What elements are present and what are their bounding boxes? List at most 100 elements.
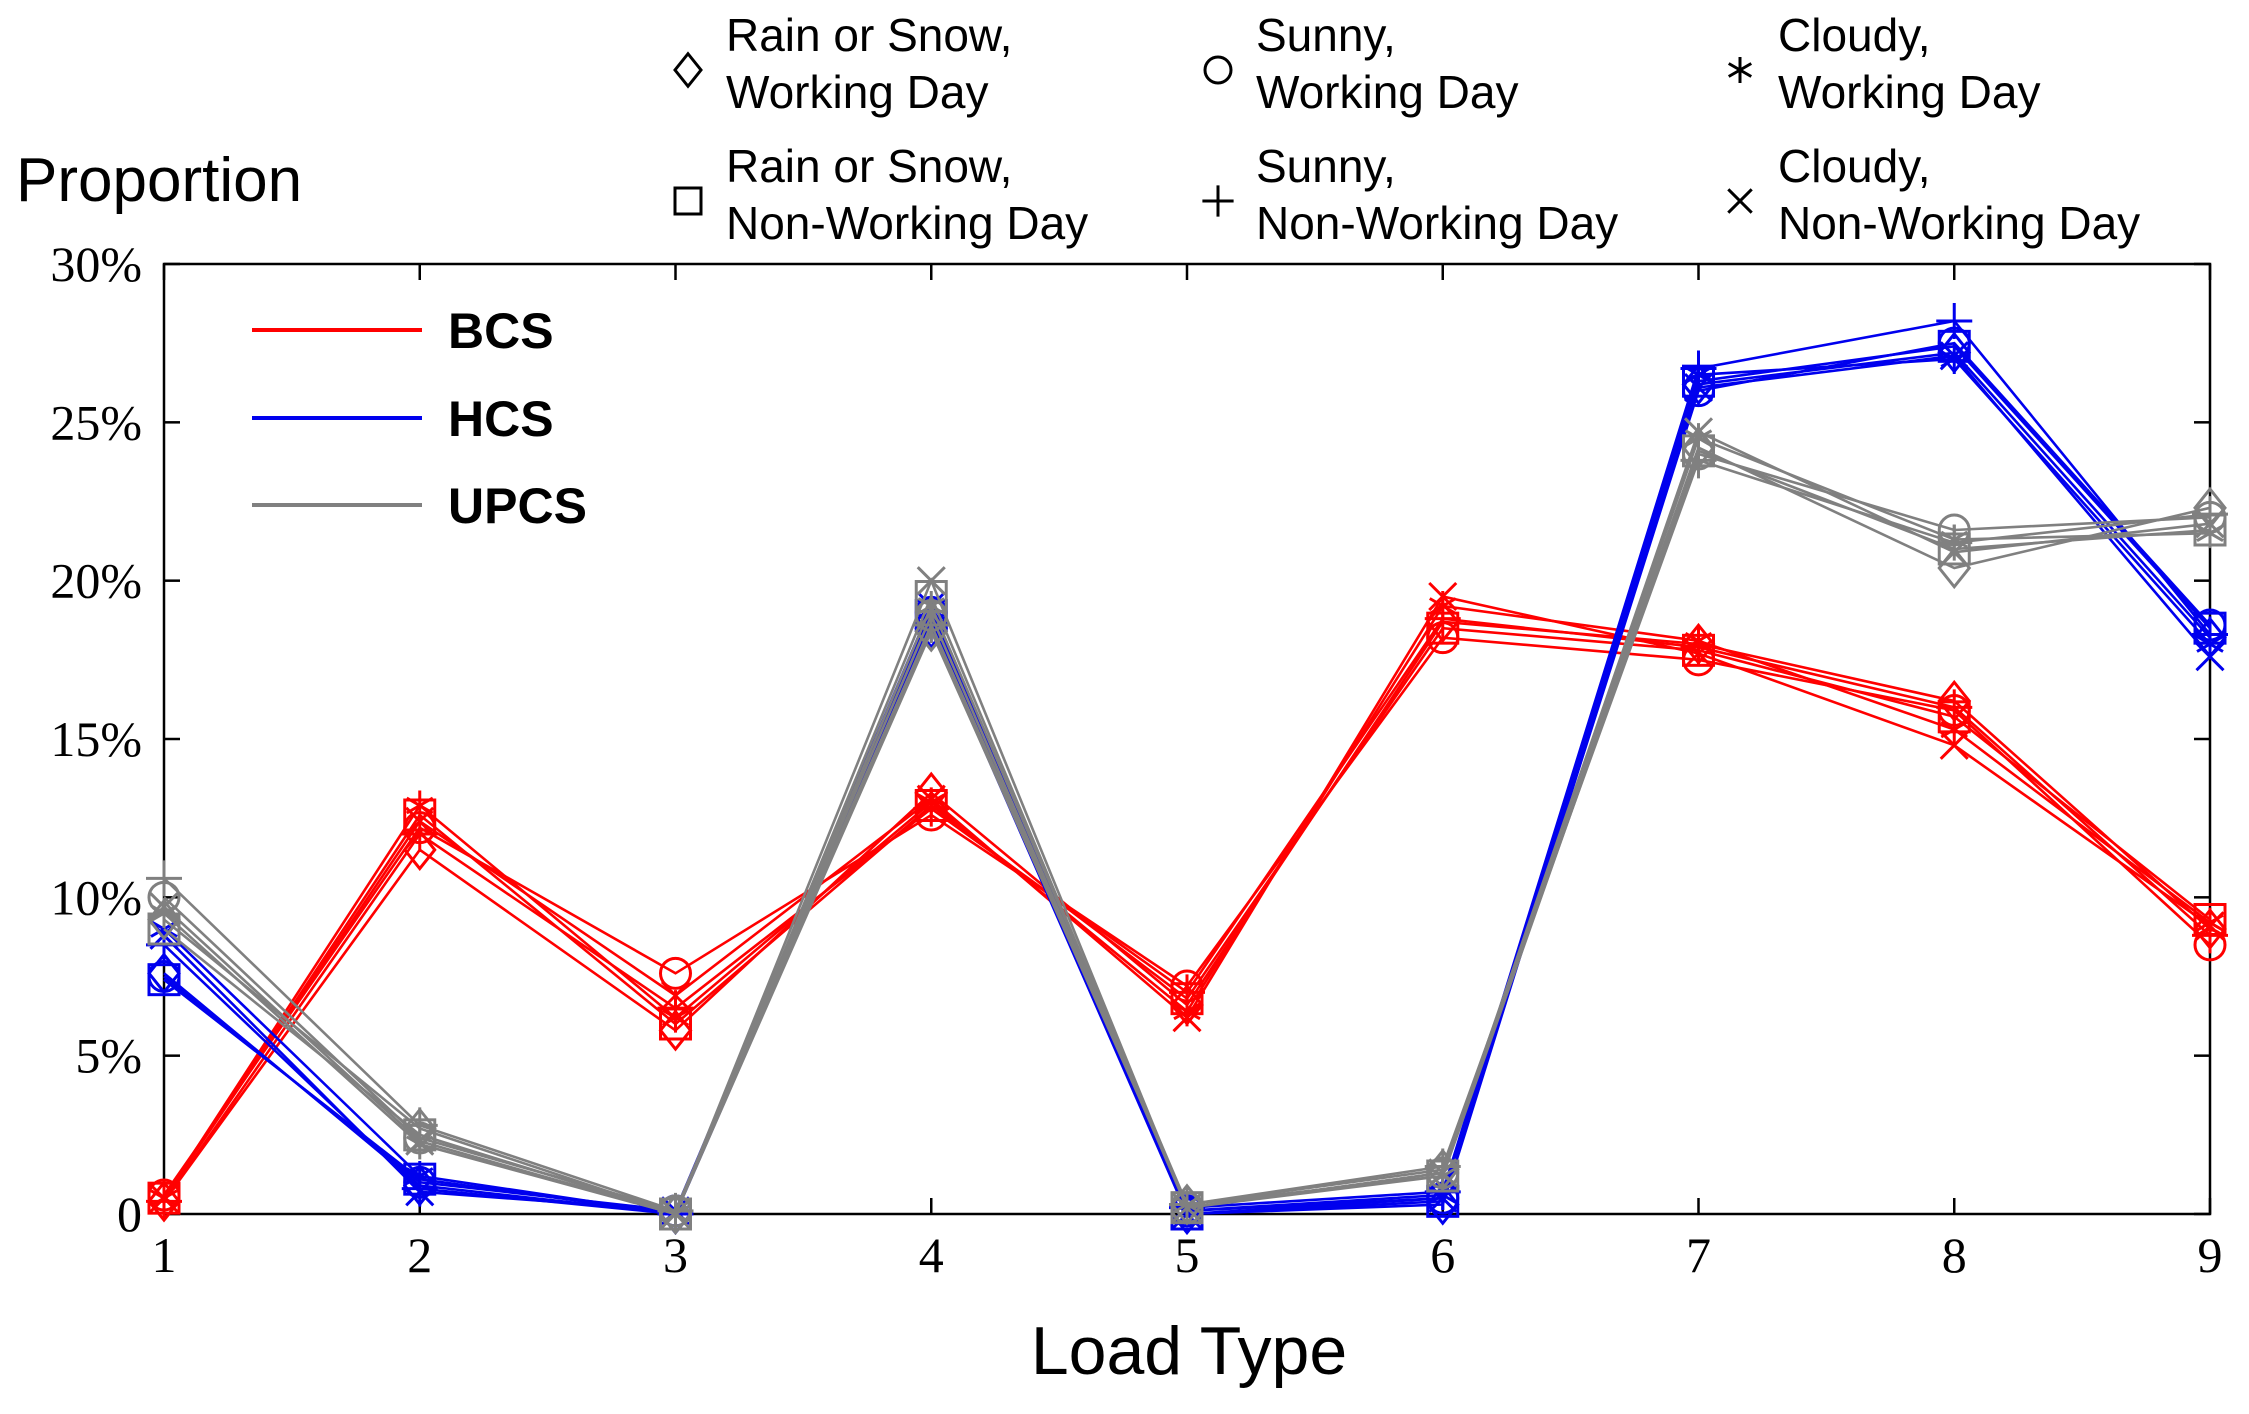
y-tick-label: 10% (50, 869, 142, 925)
data-point-x (405, 1177, 435, 1207)
y-tick-label: 0 (117, 1186, 142, 1242)
legend-label-line1: Cloudy, (1778, 9, 1931, 61)
x-tick-label: 3 (663, 1227, 688, 1283)
legend-series-hcs: HCS (252, 391, 554, 447)
titles-layer: Proportion Load Type (16, 146, 1347, 1389)
series-line (162, 626, 2211, 1199)
data-point-diamond (147, 1180, 181, 1223)
data-point-square (147, 912, 181, 946)
series-hcs-cw (150, 344, 2224, 1229)
data-point-plus (1680, 350, 1717, 387)
data-point-x (660, 980, 691, 1011)
legend-item-cw: Cloudy,Working Day (1727, 9, 2040, 118)
series-line (163, 319, 2212, 1216)
data-point-x (1683, 372, 1714, 403)
series-upcs-sw (147, 437, 2227, 1228)
series-hcs-cn (149, 341, 2225, 1229)
series-upcs-sn (146, 442, 2228, 1229)
y-tick-label: 25% (50, 394, 142, 450)
legend-label-line2: Non-Working Day (726, 197, 1088, 249)
x-axis-label: Load Type (1031, 1313, 1347, 1389)
data-point-plus (1424, 1148, 1461, 1185)
legend-label-line2: Non-Working Day (1256, 197, 1618, 249)
data-point-x (1939, 537, 1969, 567)
data-point-x (916, 566, 946, 596)
data-point-plus (401, 1107, 438, 1144)
data-point-plus (146, 1183, 182, 1220)
legend-label-line1: Cloudy, (1778, 140, 1931, 192)
data-point-diamond (1425, 600, 1460, 643)
series-bcs-rsw (147, 600, 2227, 1223)
series-line (163, 341, 2211, 1213)
data-point-x (1939, 730, 1969, 760)
legend-label-line2: Working Day (726, 66, 988, 118)
series-line (163, 458, 2211, 1213)
marker-plus (1202, 185, 1234, 217)
data-point-plus (146, 860, 182, 897)
data-point-x (2195, 642, 2225, 672)
series-line (162, 620, 2211, 1203)
series-hcs-rsn (147, 329, 2227, 1231)
series-line (162, 595, 2211, 1199)
x-tick-label: 5 (1175, 1227, 1200, 1283)
marker-circle (1203, 55, 1233, 85)
x-tick-label: 8 (1942, 1227, 1967, 1283)
marker-x (1727, 188, 1753, 214)
data-point-plus (2192, 496, 2228, 533)
series-line (162, 636, 2211, 1196)
data-point-plus (1680, 629, 1717, 666)
data-point-x (1428, 581, 1458, 612)
legend-series-label: UPCS (448, 478, 587, 534)
series-line (163, 452, 2211, 1213)
legend-label-line1: Sunny, (1256, 9, 1396, 61)
x-tick-label: 2 (407, 1227, 432, 1283)
series-hcs-sw (147, 326, 2227, 1228)
marker-diamond (673, 51, 703, 89)
marker-asterisk (1727, 57, 1753, 83)
series-layer (146, 303, 2228, 1236)
series-line (163, 449, 2211, 1216)
series-line (163, 436, 2211, 1216)
legend-series-upcs: UPCS (252, 478, 587, 534)
y-tick-label: 20% (50, 553, 142, 609)
x-tick-label: 4 (919, 1227, 944, 1283)
series-bcs-sw (147, 621, 2227, 1212)
data-point-x (1428, 1183, 1458, 1213)
data-point-x (916, 784, 946, 814)
data-point-x (1683, 417, 1714, 447)
data-point-plus (1936, 303, 1973, 339)
data-point-plus (913, 607, 950, 643)
legend-label-line2: Working Day (1778, 66, 2040, 118)
axes-layer: 1 2 3 4 5 6 7 8 9 0 5% 10% 15% 20% 25% 30% (50, 236, 2222, 1283)
x-tick-label: 6 (1430, 1227, 1455, 1283)
series-upcs-rsn (147, 434, 2227, 1231)
data-point-plus (1169, 974, 1205, 1011)
series-upcs-cw (150, 423, 2224, 1229)
series-bcs-cn (149, 581, 2225, 1213)
data-point-plus (2192, 616, 2228, 653)
data-point-plus (1936, 689, 1973, 726)
data-point-x (405, 806, 435, 836)
y-tick-label: 5% (75, 1028, 142, 1084)
x-tick-label: 1 (152, 1227, 177, 1283)
series-hcs-rsw (147, 331, 2227, 1236)
series-line (163, 445, 2211, 1216)
legend-series-label: HCS (448, 391, 554, 447)
legend-label-line1: Sunny, (1256, 140, 1396, 192)
legend-series-label: BCS (448, 303, 554, 359)
data-point-x (1428, 1158, 1458, 1188)
data-point-x (149, 892, 179, 922)
data-point-plus (401, 1170, 438, 1207)
y-tick-label: 15% (50, 711, 142, 767)
x-tick-label: 7 (1686, 1227, 1711, 1283)
series-upcs-cn (149, 417, 2225, 1229)
series-upcs-rsw (147, 426, 2227, 1236)
data-point-x (2195, 509, 2225, 539)
data-point-square (147, 963, 181, 997)
legend-item-sw: Sunny,Working Day (1203, 9, 1518, 118)
data-point-x (660, 1199, 691, 1229)
data-point-plus (1680, 442, 1717, 479)
legend-label-line1: Rain or Snow, (726, 140, 1012, 192)
